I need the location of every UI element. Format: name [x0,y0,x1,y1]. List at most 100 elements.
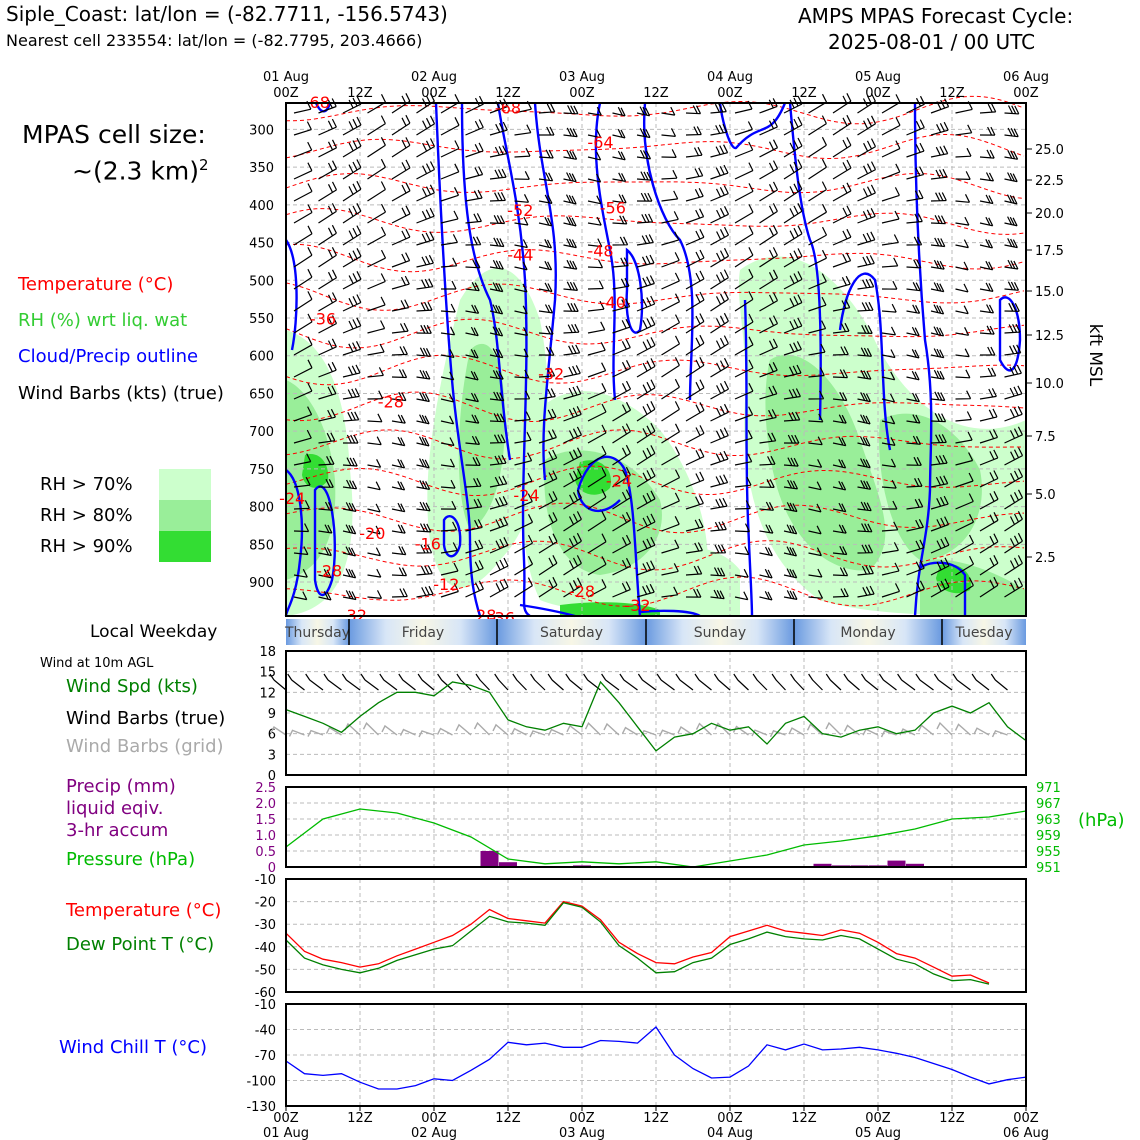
surface-barb-true [379,673,398,691]
wind-barb [563,281,579,291]
wind-barb [342,546,357,557]
wind-barb [367,137,386,158]
wind-barb [318,292,338,312]
wind-barb [857,93,876,114]
wind-barb [538,304,554,314]
isotherm-label: -32 [538,365,564,384]
wind-barb [612,581,631,598]
wind-barb [685,471,705,488]
wind-barb [832,182,852,202]
surface-barb-grid [769,729,786,738]
wind-barb [1004,365,1022,378]
wind-barb [342,479,358,490]
wind-barb [391,182,411,202]
wind-barb [465,189,483,202]
wind-barb [367,181,386,202]
cloud-outline [434,102,482,617]
wind-barb [759,362,778,378]
wind-barb [661,190,679,202]
surface-barb-true [675,673,694,691]
wind-barb [783,271,803,290]
wind-barb [342,116,362,136]
wind-barb [293,268,313,290]
wind-barb [636,254,655,268]
wind-barb [661,149,677,158]
wind-barb [416,184,435,202]
wind-barb [710,427,729,444]
wind-barb [661,335,681,356]
wind-barb [514,239,528,249]
pressure-tick-label: 400 [249,199,274,214]
wind-barb [685,425,705,444]
wind-barb [881,257,899,268]
wind-barb [514,493,533,510]
wind-barb [416,501,431,512]
wind-barb [979,325,995,335]
wind-barb [1004,468,1024,488]
wind-barb [612,106,626,117]
wind-barb [539,126,555,136]
pressure-tick-label: 350 [249,161,274,176]
wind-barb [783,479,799,490]
wind-barb [783,590,798,600]
wind-barb [1004,406,1023,422]
top-date-label: 03 Aug [559,70,605,85]
wind-barb [734,476,752,488]
surface-barb-true [713,673,731,691]
pressure-tick-label: 951 [1036,861,1061,876]
wind-barb [440,234,458,246]
wind-barb [759,455,776,466]
pressure-tick-label: 500 [249,274,274,289]
wind-barb [342,457,358,467]
wind-barb [979,512,999,532]
wind-barb [612,360,632,378]
wind-barb [342,568,357,579]
wind-barb [1004,511,1023,532]
bottom-date-label: 02 Aug [411,1126,457,1140]
wind-barb [416,523,432,533]
wind-barb [955,390,972,400]
wind-barb [318,338,337,356]
wind-barb [293,313,313,334]
wind-barb [514,147,531,158]
wind-barb [979,172,995,182]
wind-barb [783,159,803,180]
wind-barb [783,341,802,356]
surface-barb-grid [936,721,953,736]
isotherm [285,429,1024,460]
wind-barb [661,492,680,510]
pressure-tick-label: 967 [1036,797,1061,812]
wind-barb [489,282,504,293]
surface-barb-true [341,673,361,691]
wind-barb [440,479,456,489]
pressure-tick-label: 300 [249,123,274,138]
chill-panel-tick-label: -10 [255,998,276,1013]
isotherm-label: -24 [279,489,305,508]
height-tick-label: 5.0 [1035,488,1056,503]
wind-barb [857,255,875,268]
wind-barb [416,458,430,469]
wind-barb [955,194,971,203]
wind-barb [342,137,362,158]
wind-barb [979,216,994,227]
wind-barb [661,211,679,224]
pressure-tick-label: 700 [249,425,274,440]
wind-barb [342,590,357,601]
wind-barb [979,408,998,422]
wind-barb [710,103,727,114]
wind-barb [636,234,654,246]
wind-barb [881,163,901,180]
wind-barb [955,493,974,510]
wind-barb [783,364,802,378]
wind-barb [955,452,974,466]
precip-label-1: Precip (mm) [66,776,176,797]
wind-barb [979,555,999,576]
wind-barb [636,583,655,598]
wind-barb [661,106,676,116]
bottom-date-label: 01 Aug [263,1126,309,1140]
wind-barb [979,388,997,400]
wind-barb [612,557,632,576]
legend-barbs: Wind Barbs (kts) (true) [18,383,224,404]
wind-barb [783,248,803,268]
